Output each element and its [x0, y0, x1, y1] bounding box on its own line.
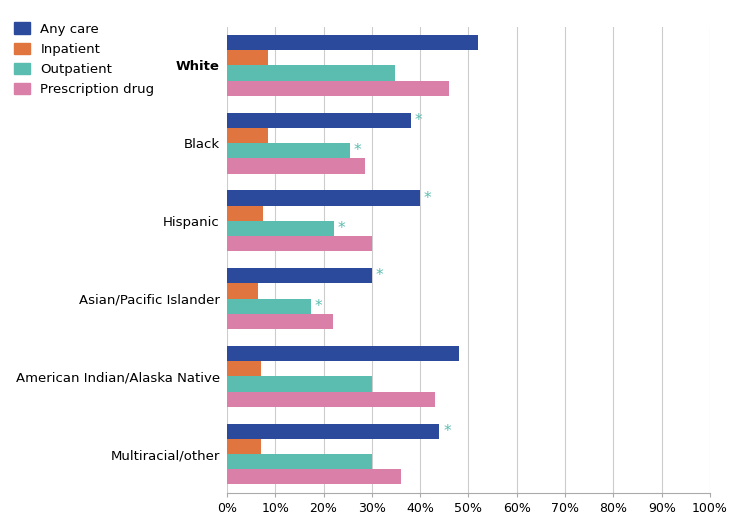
Bar: [227, 284, 258, 298]
Bar: [227, 236, 372, 251]
Bar: [227, 298, 311, 314]
Bar: [227, 392, 435, 407]
Bar: [227, 423, 439, 439]
Bar: [227, 346, 459, 361]
Bar: [227, 361, 261, 376]
Bar: [227, 35, 478, 50]
Text: *: *: [337, 221, 346, 236]
Text: *: *: [414, 113, 422, 128]
Text: *: *: [354, 143, 362, 158]
Bar: [227, 314, 333, 329]
Bar: [227, 376, 372, 392]
Bar: [227, 113, 411, 128]
Legend: Any care, Inpatient, Outpatient, Prescription drug: Any care, Inpatient, Outpatient, Prescri…: [14, 22, 154, 96]
Bar: [227, 143, 350, 158]
Bar: [227, 50, 268, 65]
Bar: [227, 454, 372, 469]
Bar: [227, 206, 264, 221]
Text: *: *: [315, 299, 323, 314]
Bar: [227, 128, 268, 143]
Bar: [227, 65, 395, 81]
Bar: [227, 439, 261, 454]
Bar: [227, 158, 365, 173]
Bar: [227, 268, 372, 284]
Bar: [227, 221, 334, 236]
Text: *: *: [376, 268, 384, 283]
Bar: [227, 469, 401, 484]
Text: *: *: [444, 423, 451, 439]
Text: *: *: [424, 190, 432, 206]
Bar: [227, 81, 449, 96]
Bar: [227, 190, 420, 206]
